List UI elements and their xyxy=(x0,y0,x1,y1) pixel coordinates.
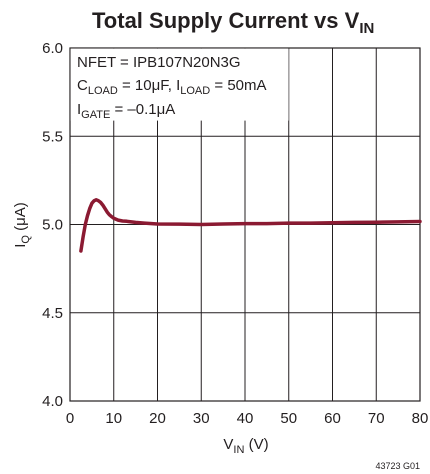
annotation-run: C xyxy=(77,77,88,94)
y-axis-label-sub: Q xyxy=(20,235,32,244)
annotation-line-3: IGATE = –0.1μA xyxy=(77,101,175,121)
y-tick-label: 6.0 xyxy=(42,40,63,57)
chart-title-main: Total Supply Current vs V xyxy=(92,8,360,33)
y-tick-label: 5.5 xyxy=(42,128,63,145)
y-axis-label: IQ (μA) xyxy=(12,202,32,248)
annotation-run: = 10μF, I xyxy=(118,77,180,94)
x-tick-label: 60 xyxy=(324,410,341,427)
annotation-box: NFET = IPB107N20N3G CLOAD = 10μF, ILOAD … xyxy=(70,48,289,121)
x-axis-label: VIN (V) xyxy=(223,436,268,456)
x-tick-label: 70 xyxy=(368,410,385,427)
annotation-background xyxy=(70,48,289,121)
x-tick-label: 30 xyxy=(193,410,210,427)
annotation-run: GATE xyxy=(81,109,110,121)
y-tick-label: 5.0 xyxy=(42,217,63,234)
x-tick-label: 40 xyxy=(237,410,254,427)
annotation-run: = 50mA xyxy=(210,77,266,94)
figure-id: 43723 G01 xyxy=(375,461,420,471)
x-tick-labels: 0 10 20 30 40 50 60 70 80 xyxy=(66,410,429,427)
x-tick-label: 50 xyxy=(280,410,297,427)
x-tick-label: 20 xyxy=(149,410,166,427)
chart-title-sub: IN xyxy=(359,20,374,37)
annotation-line-1: NFET = IPB107N20N3G xyxy=(77,54,241,71)
annotation-line-2: CLOAD = 10μF, ILOAD = 50mA xyxy=(77,77,267,97)
plot-frame xyxy=(69,47,421,402)
x-tick-label: 10 xyxy=(105,410,122,427)
annotation-run: I xyxy=(77,101,81,118)
chart-title: Total Supply Current vs VIN xyxy=(92,8,374,37)
x-axis-label-sub: IN xyxy=(233,444,244,456)
y-tick-label: 4.0 xyxy=(42,393,63,410)
y-tick-labels: 4.0 4.5 5.0 5.5 6.0 xyxy=(42,40,63,410)
series-line-0 xyxy=(79,198,422,253)
y-axis-label-unit: (μA) xyxy=(12,202,29,235)
annotation-run: LOAD xyxy=(180,85,210,97)
x-tick-label: 0 xyxy=(66,410,74,427)
x-axis-label-main: V xyxy=(223,436,233,453)
annotation-run: = –0.1μA xyxy=(110,101,175,118)
series-layer xyxy=(79,198,422,253)
x-axis-label-unit: (V) xyxy=(244,436,268,453)
y-axis-label-main: I xyxy=(12,244,29,248)
annotation-run: LOAD xyxy=(88,85,118,97)
y-tick-label: 4.5 xyxy=(42,305,63,322)
x-tick-label: 80 xyxy=(412,410,429,427)
